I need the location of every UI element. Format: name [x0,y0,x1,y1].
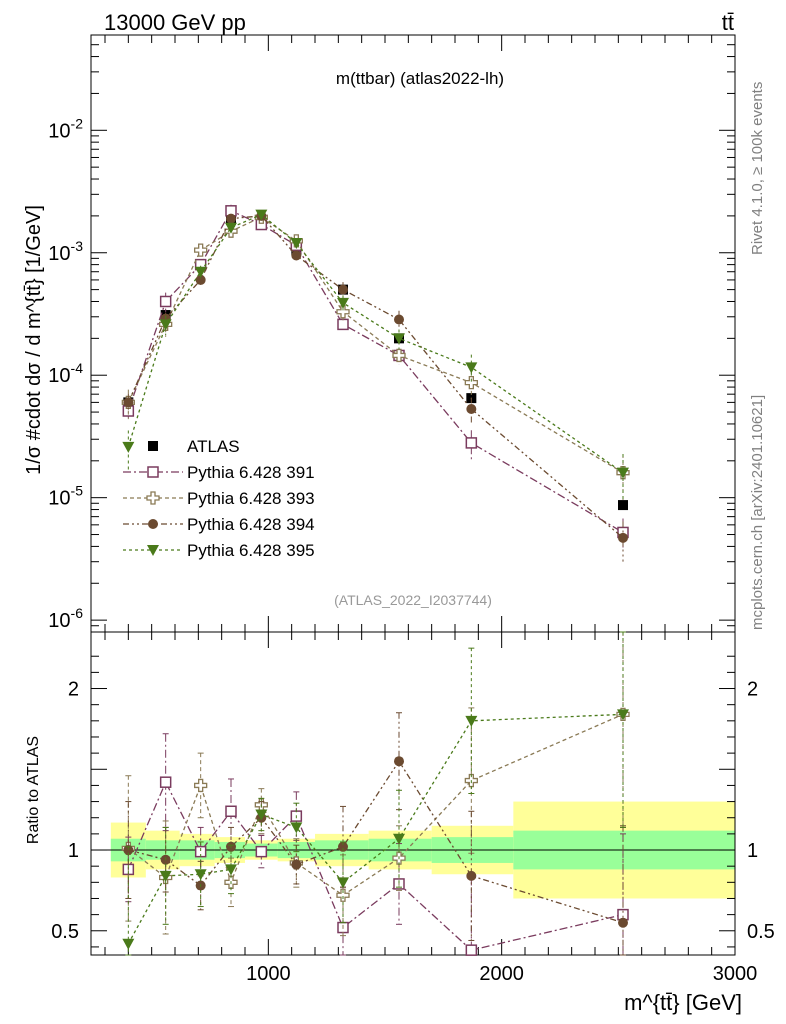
data-point [466,403,477,414]
ratio-line [128,759,624,924]
data-point [195,274,206,285]
ratio-tick-label: 0.5 [51,921,79,943]
ratio-point [255,845,268,858]
header-left: 13000 GeV pp [104,10,246,35]
data-point [394,314,404,325]
ratio-point [618,917,628,928]
y-tick-label: 10-5 [48,483,83,510]
ratio-y-axis-label: Ratio to ATLAS [25,736,42,844]
ratio-tick-label: 1 [68,840,79,862]
data-point [338,284,348,295]
legend-marker [148,441,158,451]
y-axis-label: 1/σ #cdot dσ / d m^{tt̄} [1/GeV] [23,205,45,475]
ratio-tick-label: 2 [68,679,79,701]
data-point [337,318,349,331]
series-line [127,213,624,474]
ratio-point [290,822,303,834]
side-label-top: Rivet 4.1.0, ≥ 100k events [749,82,766,255]
data-point [618,532,628,543]
ratio-tick-label-right: 2 [747,679,758,701]
ratio-point [159,870,172,882]
ratio-point [159,776,172,788]
legend-label: Pythia 6.428 393 [187,489,315,508]
x-tick-label: 3000 [713,963,758,985]
ratio-point [194,869,207,881]
data-point [393,333,405,345]
y-tick-label: 10-6 [48,605,83,632]
data-point [159,295,172,308]
data-point [291,250,302,261]
data-point [618,500,628,511]
legend-marker [147,466,159,478]
data-point [290,238,303,250]
ratio-tick-label-right: 0.5 [747,921,775,943]
ratio-line [127,780,624,951]
data-series [121,204,630,562]
axis-ticks: 10-6 10-5 10-4 10-3 10-2 1000 2000 3000 0.5 0.5 1 1… [48,34,775,985]
ratio-tick-label-right: 1 [747,840,758,862]
x-tick-label: 2000 [479,963,524,985]
data-point [159,319,172,331]
legend-label: Pythia 6.428 394 [187,515,315,534]
ratio-point [337,877,349,889]
ratio-point [393,833,405,845]
ratio-series [121,631,630,956]
side-label-bottom: mcplots.cern.ch [arXiv:2401.10621] [749,395,766,630]
data-point [123,397,134,408]
watermark: (ATLAS_2022_I2037744) [334,592,492,608]
x-tick-label: 1000 [246,963,291,985]
ratio-point [617,709,629,721]
ratio-point [194,778,208,793]
legend-marker [148,519,158,529]
legend-label: Pythia 6.428 395 [187,541,315,560]
x-axis-label: m^{tt̄} [GeV] [624,990,742,1015]
ratio-point [465,715,478,727]
data-point [465,437,478,449]
data-point [464,375,478,390]
data-point [465,362,478,374]
header-right: tt̄ [722,10,734,35]
ratio-point [225,864,237,876]
ratio-series-4 [122,631,629,956]
data-point [225,222,237,234]
y-tick-label: 10-4 [48,360,83,387]
ratio-point [255,809,268,821]
data-point [194,243,208,257]
ratio-point [394,756,404,767]
ratio-point [466,870,477,881]
ratio-point [123,845,134,856]
chart-title: m(ttbar) (atlas2022-lh) [336,69,504,88]
legend-label: ATLAS [187,437,240,456]
ratio-frame [90,631,736,956]
ratio-line [127,713,624,945]
data-point [194,266,207,278]
ratio-point [465,944,478,956]
legend-marker [146,491,160,505]
data-point [226,213,236,224]
ratio-point [122,938,135,950]
data-point [337,297,349,309]
series-line [127,209,624,534]
series-line [127,215,624,539]
ratio-point [225,805,237,818]
data-point [392,348,406,363]
series-line [127,216,624,474]
legend: ATLAS Pythia 6.428 391 Pythia 6.428 393 Pyt… [123,437,315,560]
ratio-point [338,841,348,852]
ratio-point [291,859,302,870]
legend-marker [147,545,159,556]
data-point [122,441,135,453]
legend-label: Pythia 6.428 391 [187,463,315,482]
y-tick-label: 10-2 [48,115,83,142]
data-point [617,467,629,479]
y-tick-label: 10-3 [48,238,83,265]
series-2 [121,210,630,502]
data-point [336,305,350,319]
ratio-point [336,888,350,902]
series-4 [122,209,629,502]
data-point [255,209,268,221]
